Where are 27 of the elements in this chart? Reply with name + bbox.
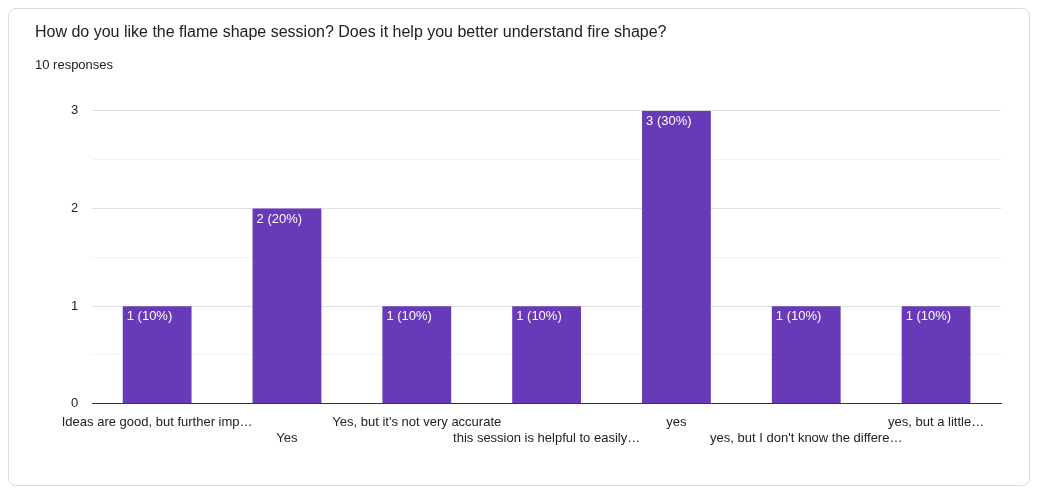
x-tick-label: this session is helpful to easily… [453, 429, 641, 445]
x-tick-label: yes [666, 414, 688, 430]
data-label: 2 (20%) [256, 210, 303, 226]
y-tick-label: 3 [71, 102, 79, 118]
bar [122, 306, 192, 404]
x-tick-label: yes, but I don't know the differe… [710, 429, 903, 445]
y-tick-label: 0 [71, 395, 79, 411]
x-tick-label: Yes [276, 429, 299, 445]
y-tick-label: 2 [71, 200, 79, 216]
bar [642, 110, 711, 404]
x-tick-label: Yes, but it's not very accurate [332, 414, 502, 430]
chart-title: How do you like the flame shape session? Does it help you better understand fire shape? [35, 23, 667, 41]
bar [512, 306, 582, 404]
bar [252, 208, 322, 404]
data-label: 1 (10%) [386, 308, 432, 324]
y-tick-label: 1 [71, 297, 79, 313]
chart-subtitle: 10 responses [35, 57, 114, 72]
data-label: 1 (10%) [516, 308, 562, 324]
bar [382, 306, 452, 404]
bar [901, 306, 971, 404]
bar [771, 306, 841, 404]
data-label: 1 (10%) [775, 308, 822, 324]
data-label: 1 (10%) [126, 308, 173, 324]
data-label: 3 (30%) [646, 112, 692, 128]
x-tick-label: yes, but a little… [888, 414, 985, 430]
x-tick-label: Ideas are good, but further imp… [61, 414, 253, 430]
data-label: 1 (10%) [905, 308, 952, 324]
